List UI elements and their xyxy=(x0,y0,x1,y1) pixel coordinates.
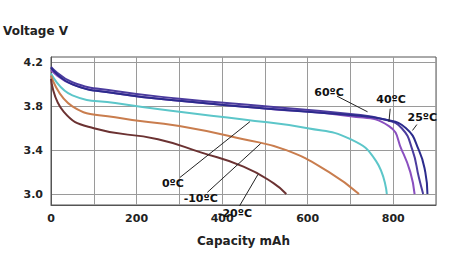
svg-text:3.8: 3.8 xyxy=(24,100,44,113)
svg-text:800: 800 xyxy=(382,212,405,225)
svg-text:600: 600 xyxy=(296,212,319,225)
svg-text:40ºC: 40ºC xyxy=(376,93,406,106)
svg-text:Capacity mAh: Capacity mAh xyxy=(197,234,290,248)
svg-text:-10ºC: -10ºC xyxy=(184,192,218,205)
svg-text:-20ºC: -20ºC xyxy=(218,207,252,220)
svg-text:Voltage V: Voltage V xyxy=(3,24,69,38)
svg-text:25ºC: 25ºC xyxy=(408,111,438,124)
svg-text:0ºC: 0ºC xyxy=(162,177,184,190)
svg-text:3.0: 3.0 xyxy=(24,188,44,201)
svg-text:3.4: 3.4 xyxy=(24,144,44,157)
svg-text:0: 0 xyxy=(47,212,55,225)
svg-text:200: 200 xyxy=(125,212,148,225)
svg-text:60ºC: 60ºC xyxy=(314,86,344,99)
svg-text:4.2: 4.2 xyxy=(24,56,44,69)
